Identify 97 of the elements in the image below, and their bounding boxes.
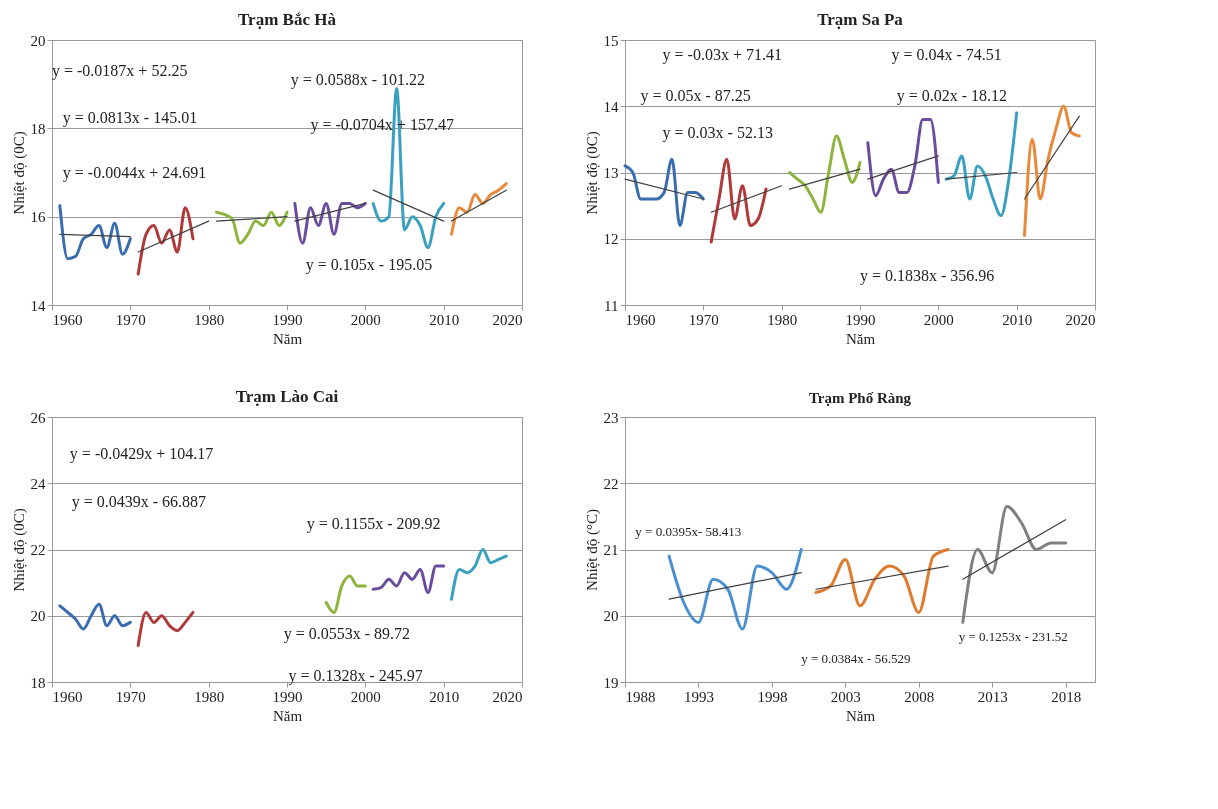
x-tick-label: 1980 xyxy=(194,688,225,705)
line-series xyxy=(814,548,950,614)
annotation: y = 0.1155x - 209.92 xyxy=(306,515,441,534)
y-tick-label: 14 xyxy=(603,98,619,115)
x-tick-label: 2010 xyxy=(429,311,460,328)
x-axis-title: Năm xyxy=(845,330,876,347)
y-tick-label: 16 xyxy=(30,209,46,226)
line-series xyxy=(371,564,446,595)
y-tick-label: 22 xyxy=(603,475,619,492)
y-tick-label: 19 xyxy=(603,674,619,691)
annotation: y = 0.04x - 74.51 xyxy=(891,45,1002,64)
line-series xyxy=(709,157,768,244)
y-axis-title: Nhiệt độ (0C) xyxy=(10,131,28,215)
x-tick-label: 1960 xyxy=(52,311,83,328)
y-tick-label: 21 xyxy=(603,542,619,558)
x-tick-label: 2020 xyxy=(492,688,523,705)
y-tick-label: 20 xyxy=(30,608,46,625)
y-tick-label: 20 xyxy=(30,32,46,49)
line-series xyxy=(450,548,508,601)
line-series xyxy=(215,210,289,245)
y-tick-label: 14 xyxy=(30,297,46,314)
x-tick-label: 2003 xyxy=(830,688,861,705)
y-tick-label: 20 xyxy=(603,608,619,625)
line-series xyxy=(324,574,367,614)
x-tick-label: 1990 xyxy=(272,311,303,328)
annotation: y = -0.03x + 71.41 xyxy=(662,45,782,64)
x-tick-label: 1960 xyxy=(625,311,656,328)
y-tick-label: 24 xyxy=(30,475,46,492)
line-series xyxy=(788,134,862,214)
y-axis-title: Nhiệt độ (0C) xyxy=(10,508,28,592)
annotation: y = 0.0813x - 145.01 xyxy=(62,108,198,127)
chart-title: Trạm Lào Cai xyxy=(235,387,339,406)
y-tick-label: 13 xyxy=(603,165,619,181)
line-series xyxy=(667,548,803,631)
y-tick-label: 12 xyxy=(603,231,619,248)
annotation: y = 0.1253x - 231.52 xyxy=(958,628,1068,644)
line-series xyxy=(623,157,705,227)
x-tick-label: 2000 xyxy=(923,311,954,328)
line-series xyxy=(136,610,195,648)
x-axis-title: Năm xyxy=(272,330,303,347)
x-tick-label: 2018 xyxy=(1051,688,1082,705)
annotation: y = 0.03x - 52.13 xyxy=(662,123,773,142)
x-tick-label: 2000 xyxy=(350,311,381,328)
x-tick-label: 1990 xyxy=(272,688,303,705)
line-series xyxy=(1023,104,1081,237)
line-series xyxy=(450,182,508,236)
annotation: y = 0.05x - 87.25 xyxy=(640,86,751,105)
x-tick-label: 2020 xyxy=(1065,311,1096,328)
annotation: y = 0.1838x - 356.96 xyxy=(860,266,995,285)
x-tick-label: 1998 xyxy=(757,688,788,705)
annotation: y = 0.0384x - 56.529 xyxy=(801,650,911,666)
line-series xyxy=(58,602,132,631)
x-tick-label: 2013 xyxy=(977,688,1008,705)
x-tick-label: 1990 xyxy=(845,311,876,328)
y-tick-label: 26 xyxy=(30,409,46,426)
annotation: y = 0.1328x - 245.97 xyxy=(288,666,423,685)
y-tick-label: 15 xyxy=(603,32,619,49)
y-tick-label: 23 xyxy=(603,409,619,426)
annotation: y = -0.0187x + 52.25 xyxy=(52,62,188,81)
line-series xyxy=(293,201,367,245)
annotation: y = -0.0429x + 104.17 xyxy=(69,445,214,464)
annotation: y = -0.0044x + 24.691 xyxy=(62,163,207,182)
x-axis-title: Năm xyxy=(845,707,876,724)
x-axis-title: Năm xyxy=(272,707,303,724)
annotation: y = 0.0588x - 101.22 xyxy=(290,70,426,89)
y-tick-label: 18 xyxy=(30,674,46,691)
x-tick-label: 1970 xyxy=(115,688,146,705)
x-tick-label: 2008 xyxy=(904,688,935,705)
line-series xyxy=(136,206,195,276)
x-tick-label: 2010 xyxy=(429,688,460,705)
x-tick-label: 1970 xyxy=(688,311,719,328)
y-tick-label: 22 xyxy=(30,542,46,558)
chart-title: Trạm Sa Pa xyxy=(817,10,904,29)
x-tick-label: 2000 xyxy=(350,688,381,705)
y-axis-title: Nhiệt độ (0C) xyxy=(583,131,601,215)
x-tick-label: 1988 xyxy=(625,688,656,705)
annotation: y = 0.105x - 195.05 xyxy=(305,256,433,275)
annotation: y = 0.0395x- 58.413 xyxy=(635,523,742,539)
line-series xyxy=(58,204,132,261)
y-tick-label: 18 xyxy=(30,120,46,137)
y-tick-label: 11 xyxy=(604,297,619,314)
annotation: y = 0.0553x - 89.72 xyxy=(283,625,411,644)
chart-title: Trạm Bắc Hà xyxy=(238,10,337,29)
x-tick-label: 1993 xyxy=(683,688,714,705)
annotation: y = 0.0439x - 66.887 xyxy=(71,492,207,511)
x-tick-label: 1980 xyxy=(767,311,798,328)
x-tick-label: 1970 xyxy=(115,311,146,328)
x-tick-label: 1980 xyxy=(194,311,225,328)
x-tick-label: 1960 xyxy=(52,688,83,705)
line-series xyxy=(866,118,940,198)
line-series xyxy=(944,111,1019,218)
x-tick-label: 2010 xyxy=(1002,311,1033,328)
annotation: y = 0.02x - 18.12 xyxy=(896,86,1008,105)
x-tick-label: 2020 xyxy=(492,311,523,328)
line-series xyxy=(961,504,1068,624)
y-axis-title: Nhiệt độ (°C) xyxy=(583,509,601,591)
chart-title: Trạm Phố Ràng xyxy=(808,390,912,406)
